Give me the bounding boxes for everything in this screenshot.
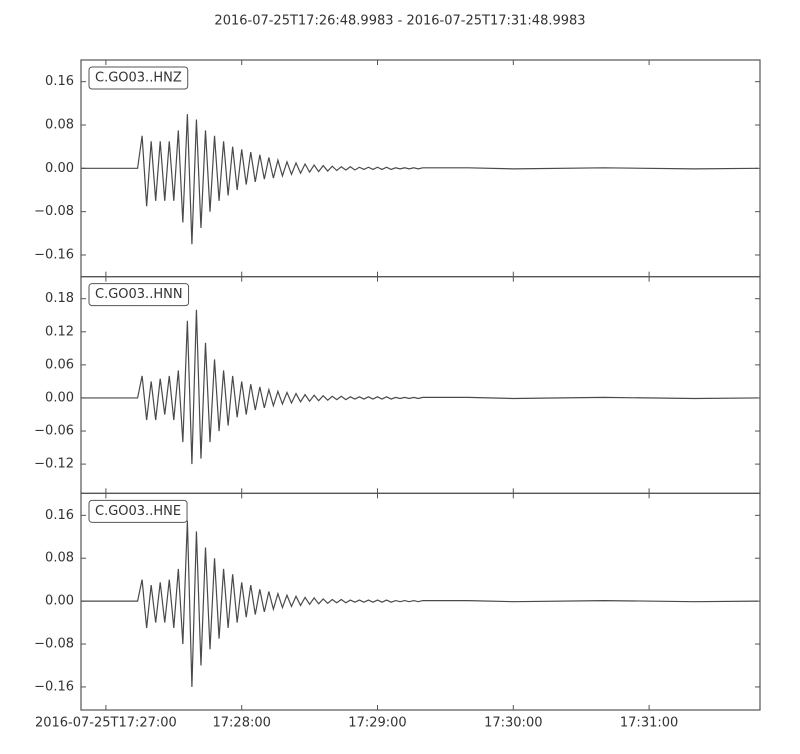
y-tick-label: 0.06 [45,357,74,372]
y-tick-label: 0.08 [45,551,74,566]
legend-box [88,499,188,523]
legend-label: C.GO03..HNN [95,287,183,302]
x-tick-label: 2016-07-25T17:27:00 [35,716,177,731]
x-tick-label: 17:28:00 [213,716,271,731]
y-tick-label: 0.12 [45,324,74,339]
panel-frame [80,492,761,711]
y-tick-label: 0.00 [45,161,74,176]
legend: C.GO03..HNE [88,499,188,523]
legend-box [88,66,189,90]
trace [81,520,758,687]
y-tick-label: 0.00 [45,594,74,609]
legend-box [88,283,190,307]
legend-label: C.GO03..HNZ [95,71,182,86]
trace [81,309,758,465]
y-tick-label: −0.08 [34,637,74,652]
y-tick-label: 0.18 [45,291,74,306]
y-tick-label: −0.16 [34,248,74,263]
y-tick-label: 0.16 [45,74,74,89]
y-tick-label: −0.16 [34,679,74,694]
x-tick-label: 17:31:00 [620,716,678,731]
chart-title: 2016-07-25T17:26:48.9983 - 2016-07-25T17… [214,14,585,29]
x-tick-label: 17:29:00 [348,716,406,731]
y-tick-label: 0.08 [45,118,74,133]
y-tick-label: −0.12 [34,457,74,472]
y-tick-label: 0.16 [45,508,74,523]
y-tick-label: −0.08 [34,204,74,219]
legend: C.GO03..HNN [88,283,190,307]
legend: C.GO03..HNZ [88,66,189,90]
legend-label: C.GO03..HNE [95,504,181,519]
trace [81,114,758,245]
y-tick-label: 0.00 [45,390,74,405]
y-tick-label: −0.06 [34,424,74,439]
x-tick-label: 17:30:00 [484,716,542,731]
